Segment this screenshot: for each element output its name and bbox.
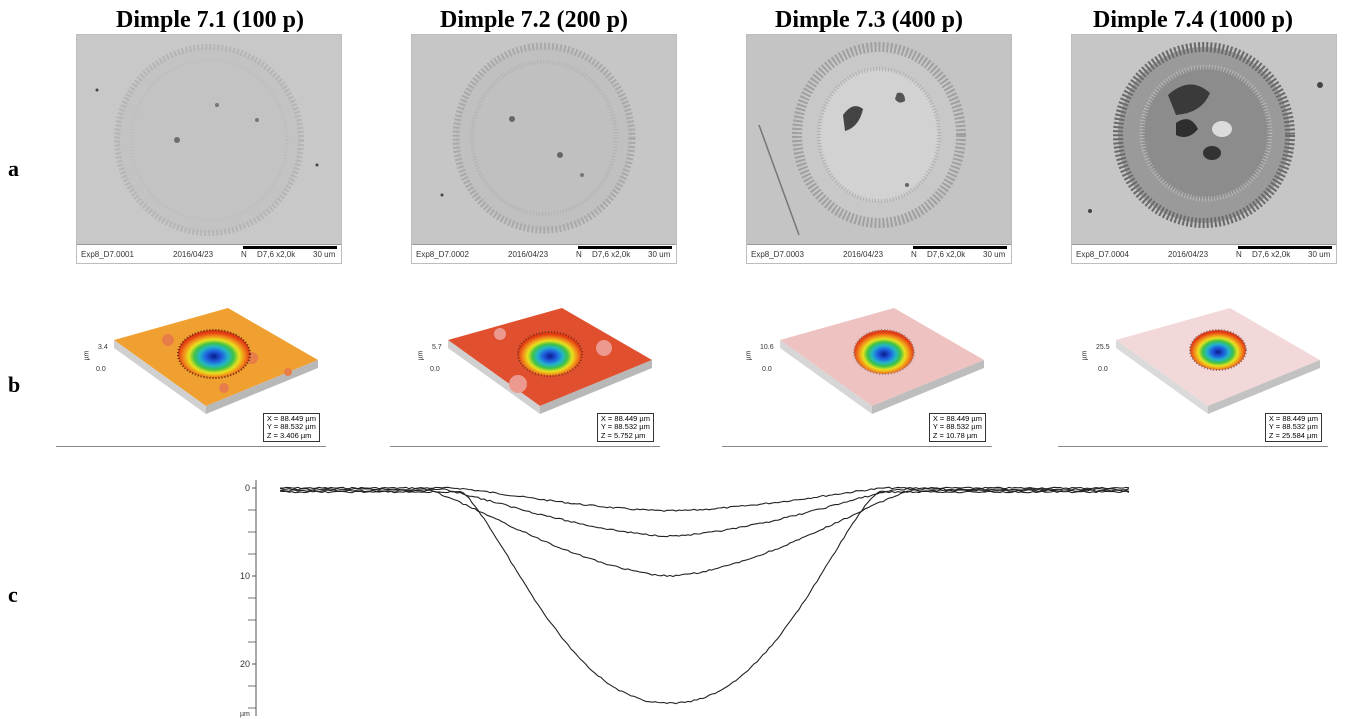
z-max-label: 25.5 [1096,344,1110,351]
coord-z: Z = 25.584 µm [1268,430,1318,440]
unit-label: µm [745,350,753,361]
column-title-3: Dimple 7.3 (400 p) [775,7,963,33]
sem-file: Exp8_D7.0003 [751,250,804,259]
sem-date: 2016/04/23 [173,250,214,259]
sem-scale: 30 um [648,250,671,259]
sem-params: D7,6 x2,0k [257,250,296,259]
sem-image-2: Exp8_D7.0002 2016/04/23 N D7,6 x2,0k 30 … [411,34,677,264]
y-tick-label-20: 20 [240,659,250,669]
coord-y: Y = 88.532 µm [1268,422,1318,431]
unit-label: µm [417,350,425,361]
sem-image-4: Exp8_D7.0004 2016/04/23 N D7,6 x2,0k 30 … [1071,34,1337,264]
z-zero-label: 0.0 [762,366,772,373]
sem-file: Exp8_D7.0002 [416,250,469,259]
coord-y: Y = 88.532 µm [266,422,316,431]
sem-micrograph [77,35,341,245]
y-axis-label: µm [240,711,250,718]
coord-z: Z = 5.752 µm [600,430,646,440]
unit-label: µm [1081,350,1089,361]
profile-line-4 [279,490,1130,705]
z-max-label: 3.4 [98,344,108,351]
sem-image-1: Exp8_D7.0001 2016/04/23 N D7,6 x2,0k 30 … [76,34,342,264]
scale-bar [578,246,672,249]
row-label-a: a [8,156,19,181]
z-zero-label: 0.0 [1098,366,1108,373]
coord-x: X = 88.449 µm [600,413,650,423]
column-title-1: Dimple 7.1 (100 p) [116,7,304,33]
y-tick-label-0: 0 [245,483,250,493]
coord-y: Y = 88.532 µm [932,422,982,431]
sem-params: D7,6 x2,0k [1252,250,1291,259]
coordinate-readout: X = 88.449 µm Y = 88.532 µm Z = 3.406 µm [262,412,320,442]
sem-date: 2016/04/23 [508,250,549,259]
scale-bar [243,246,337,249]
unit-label: µm [83,350,91,361]
sem-info-bar: Exp8_D7.0003 2016/04/23 N D7,6 x2,0k 30 … [747,244,1011,263]
depth-profile-chart: 0 10 20 µm [240,480,1130,718]
topography-surface [448,308,652,414]
sem-scale: 30 um [313,250,336,259]
coord-y: Y = 88.532 µm [600,422,650,431]
sem-micrograph [747,35,1011,245]
sem-info-bar: Exp8_D7.0004 2016/04/23 N D7,6 x2,0k 30 … [1072,244,1336,263]
profile-line-2 [279,487,1130,538]
sem-info-bar: Exp8_D7.0002 2016/04/23 N D7,6 x2,0k 30 … [412,244,676,263]
coordinate-readout: X = 88.449 µm Y = 88.532 µm Z = 5.752 µm [596,412,654,442]
profile-line-3 [279,489,1130,578]
sem-mode: N [241,250,247,259]
topography-3d-4: 25.5 0.0 µm X = 88.449 µm Y = 88.532 µm … [1058,288,1328,447]
sem-scale: 30 um [983,250,1006,259]
z-max-label: 10.6 [760,344,774,351]
row-label-b: b [8,372,21,397]
coord-z: Z = 10.78 µm [932,430,978,440]
topography-surface [114,308,318,414]
y-ticks [248,487,256,709]
sem-mode: N [1236,250,1242,259]
sem-info-bar: Exp8_D7.0001 2016/04/23 N D7,6 x2,0k 30 … [77,244,341,263]
sem-params: D7,6 x2,0k [927,250,966,259]
z-max-label: 5.7 [432,344,442,351]
y-tick-label-10: 10 [240,571,250,581]
scale-bar [1238,246,1332,249]
sem-scale: 30 um [1308,250,1331,259]
profile-curves [279,486,1130,705]
sem-micrograph [1072,35,1336,245]
coordinate-readout: X = 88.449 µm Y = 88.532 µm Z = 25.584 µ… [1264,412,1322,442]
profile-line-1 [279,486,1130,512]
coord-x: X = 88.449 µm [1268,413,1318,423]
topography-3d-1: 3.4 0.0 µm X = 88.449 µm Y = 88.532 µm Z… [56,288,326,447]
topography-3d-2: 5.7 0.0 µm X = 88.449 µm Y = 88.532 µm Z… [390,288,660,447]
column-title-4: Dimple 7.4 (1000 p) [1093,7,1293,33]
sem-date: 2016/04/23 [1168,250,1209,259]
coord-x: X = 88.449 µm [266,413,316,423]
z-zero-label: 0.0 [96,366,106,373]
z-zero-label: 0.0 [430,366,440,373]
sem-file: Exp8_D7.0004 [1076,250,1129,259]
sem-date: 2016/04/23 [843,250,884,259]
topography-surface [780,308,984,414]
coord-x: X = 88.449 µm [932,413,982,423]
sem-mode: N [911,250,917,259]
sem-micrograph [412,35,676,245]
sem-params: D7,6 x2,0k [592,250,631,259]
coordinate-readout: X = 88.449 µm Y = 88.532 µm Z = 10.78 µm [928,412,986,442]
topography-3d-3: 10.6 0.0 µm X = 88.449 µm Y = 88.532 µm … [722,288,992,447]
coord-z: Z = 3.406 µm [266,430,312,440]
sem-mode: N [576,250,582,259]
sem-file: Exp8_D7.0001 [81,250,134,259]
scale-bar [913,246,1007,249]
topography-surface [1116,308,1320,414]
sem-image-3: Exp8_D7.0003 2016/04/23 N D7,6 x2,0k 30 … [746,34,1012,264]
column-title-2: Dimple 7.2 (200 p) [440,7,628,33]
row-label-c: c [8,582,18,607]
